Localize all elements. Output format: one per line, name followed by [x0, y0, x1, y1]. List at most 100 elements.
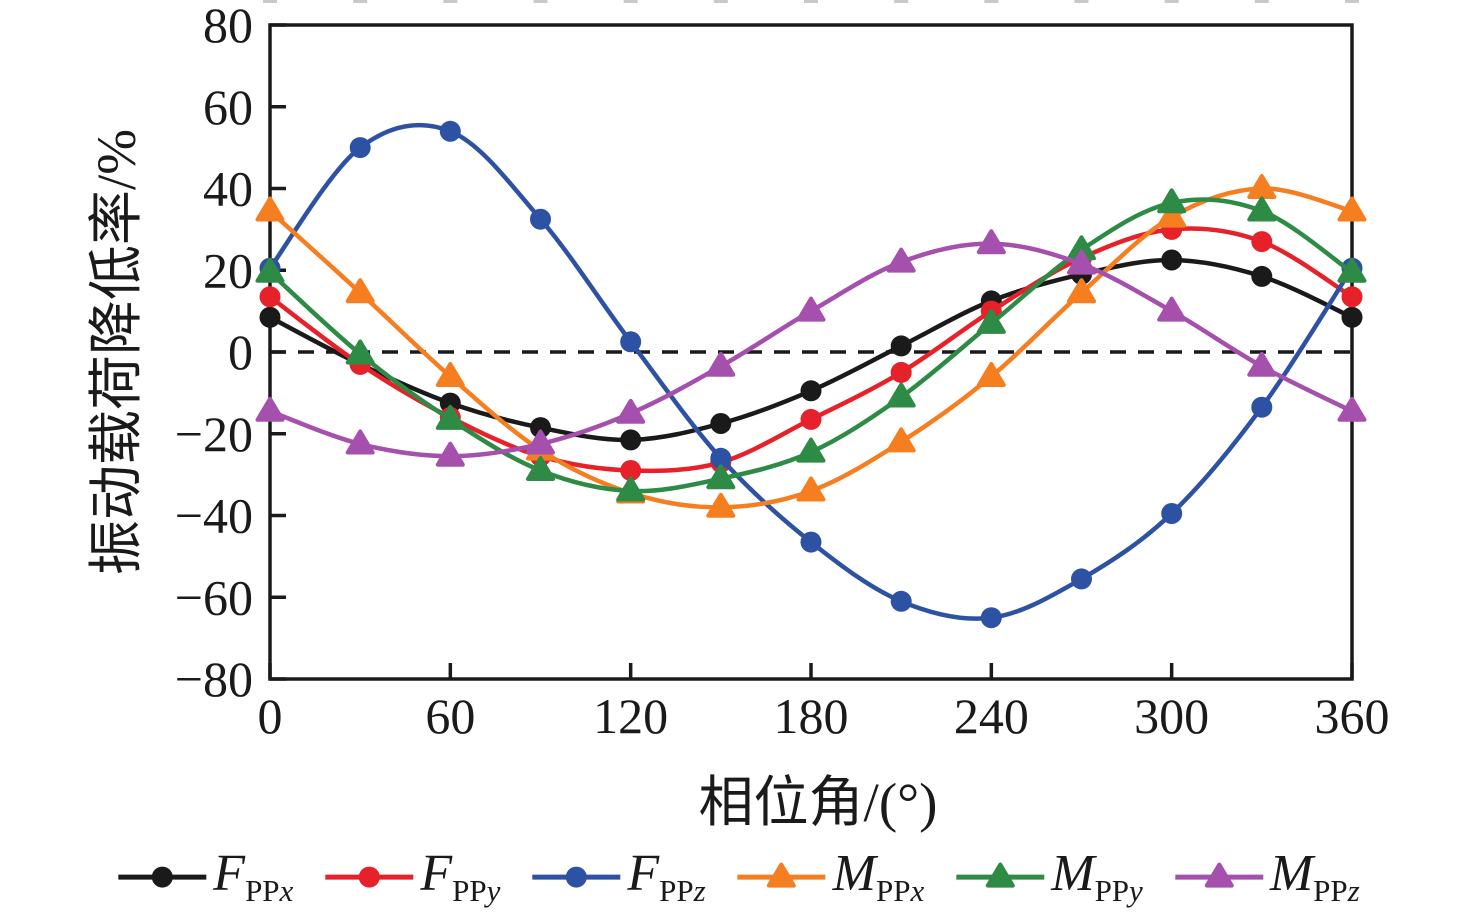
triangle-marker-icon: [1337, 196, 1367, 222]
triangle-marker-icon: [616, 398, 646, 424]
triangle-marker-icon: [886, 247, 916, 273]
x-tick-label: 300: [1134, 688, 1209, 744]
circle-marker-icon: [439, 120, 461, 142]
triangle-marker-icon: [886, 382, 916, 408]
circle-marker-icon: [620, 429, 642, 451]
series-M_PPz: [255, 229, 1367, 467]
triangle-marker-icon: [255, 396, 285, 422]
legend-marker-icon: [956, 862, 1045, 888]
triangle-marker-icon: [796, 296, 826, 322]
circle-marker-icon: [1341, 306, 1363, 328]
x-tick-label: 120: [593, 688, 668, 744]
triangle-marker-icon: [526, 456, 555, 481]
circle-marker-icon: [710, 413, 732, 434]
y-tick-label: −40: [175, 488, 253, 544]
legend-label-F_PPx: FPPx: [213, 845, 294, 908]
legend-label-M_PPx: MPPx: [832, 845, 925, 908]
y-tick-label: 80: [203, 0, 253, 53]
legend-label-M_PPz: MPPz: [1269, 845, 1360, 908]
x-tick-label: 0: [258, 688, 283, 744]
circle-marker-icon: [530, 208, 551, 230]
x-axis: 0 60 120 180 240 300 360: [258, 663, 1390, 744]
triangle-marker-icon: [526, 429, 555, 455]
legend-item-F_PPy: FPPy: [323, 848, 500, 906]
triangle-marker-icon: [435, 362, 465, 387]
triangle-marker-icon: [1247, 196, 1277, 222]
triangle-marker-icon: [976, 362, 1006, 387]
circle-marker-icon: [620, 331, 642, 353]
circle-marker-icon: [800, 408, 822, 430]
y-tick-label: −20: [175, 406, 253, 462]
circle-marker-icon: [890, 335, 912, 357]
x-tick-label: 360: [1315, 688, 1390, 744]
triangle-marker-icon: [796, 476, 826, 502]
triangle-marker-icon: [616, 476, 646, 502]
y-tick-label: 0: [228, 324, 253, 380]
triangle-marker-icon: [1337, 396, 1367, 422]
triangle-marker-icon: [345, 278, 375, 304]
legend-marker-icon: [532, 866, 621, 888]
circle-marker-icon: [1251, 396, 1273, 418]
circle-marker-icon: [259, 286, 281, 308]
legend-label-F_PPz: FPPz: [627, 845, 706, 908]
y-axis: −80 −60 −40 −20 0 20 40 60 80: [175, 0, 286, 707]
circle-marker-icon: [1251, 265, 1273, 287]
triangle-marker-icon: [255, 196, 285, 222]
triangle-marker-icon: [706, 351, 736, 377]
circle-marker-icon: [620, 460, 642, 481]
x-axis-label: 相位角/(°): [698, 772, 938, 833]
circle-marker-icon: [1341, 286, 1363, 308]
y-tick-label: 20: [203, 242, 253, 298]
triangle-marker-icon: [976, 308, 1006, 334]
triangle-marker-icon: [1157, 202, 1187, 228]
circle-marker-icon: [890, 590, 912, 612]
circle-marker-icon: [1071, 568, 1092, 590]
circle-marker-icon: [1251, 231, 1273, 253]
triangle-marker-icon: [435, 404, 465, 430]
circle-marker-icon: [890, 361, 912, 383]
triangle-marker-icon: [796, 437, 826, 463]
legend-item-M_PPz: MPPz: [1173, 848, 1360, 906]
triangle-marker-icon: [1337, 257, 1367, 283]
triangle-marker-icon: [345, 429, 375, 455]
legend-marker-icon: [1174, 862, 1263, 888]
circle-marker-icon: [800, 531, 822, 553]
series-M_PPy: [255, 188, 1367, 502]
legend-marker-icon: [118, 866, 207, 888]
triangle-marker-icon: [1157, 296, 1187, 322]
legend-item-M_PPy: MPPy: [954, 848, 1143, 906]
circle-marker-icon: [800, 380, 822, 402]
circle-marker-icon: [1161, 249, 1183, 271]
y-tick-label: −60: [175, 569, 253, 625]
y-tick-label: −80: [175, 651, 253, 707]
top-edge-minor-marks: [263, 0, 1359, 3]
legend-marker-icon: [325, 866, 414, 888]
triangle-marker-icon: [886, 427, 916, 453]
circle-marker-icon: [1161, 503, 1183, 524]
triangle-marker-icon: [706, 464, 736, 490]
legend: FPPx FPPy FPPz MPPx MPPy MPPz: [116, 845, 1360, 908]
y-tick-label: 40: [203, 161, 253, 217]
y-axis-label: 振动载荷降低率/%: [86, 128, 147, 576]
legend-item-M_PPx: MPPx: [736, 845, 925, 908]
triangle-marker-icon: [1247, 351, 1277, 377]
circle-marker-icon: [259, 306, 281, 328]
legend-label-M_PPy: MPPy: [1051, 845, 1143, 908]
triangle-marker-icon: [255, 257, 285, 283]
circle-marker-icon: [530, 417, 551, 439]
triangle-marker-icon: [706, 492, 736, 518]
triangle-marker-icon: [345, 339, 375, 365]
circle-marker-icon: [710, 447, 732, 469]
x-tick-label: 60: [425, 688, 475, 744]
legend-marker-icon: [737, 862, 826, 888]
y-tick-label: 60: [203, 79, 253, 135]
triangle-marker-icon: [1067, 278, 1096, 304]
circle-marker-icon: [349, 137, 371, 159]
circle-marker-icon: [980, 607, 1002, 629]
x-tick-label: 180: [774, 688, 849, 744]
triangle-marker-icon: [976, 229, 1006, 255]
x-tick-label: 240: [954, 688, 1029, 744]
series-F_PPz: [259, 120, 1363, 629]
series-line: [267, 226, 1355, 474]
